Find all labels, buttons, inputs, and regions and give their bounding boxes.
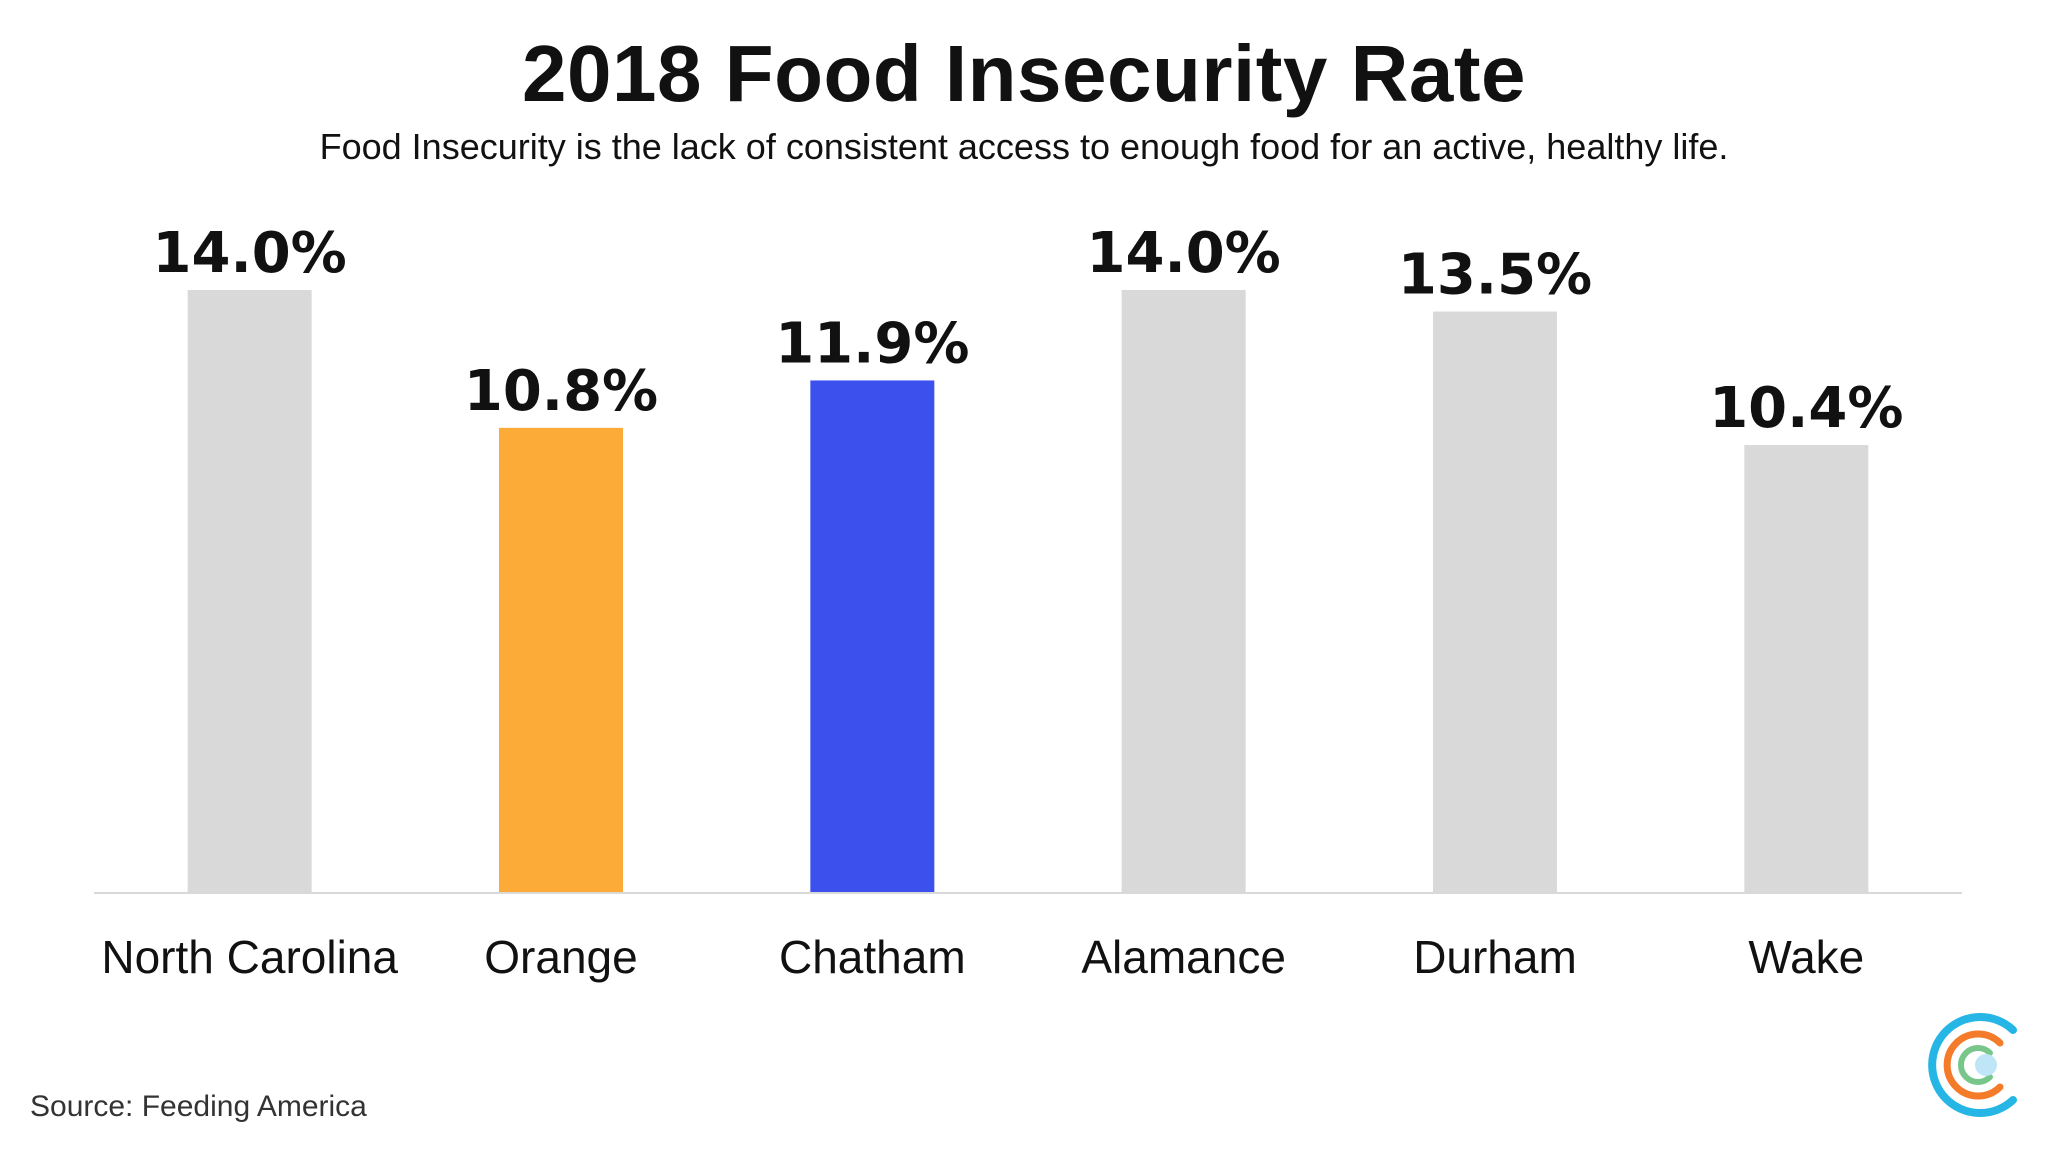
data-label: 14.0% xyxy=(153,221,347,286)
chart-title: 2018 Food Insecurity Rate xyxy=(522,29,1526,118)
bar-chart: 14.0% North Carolina 10.8% Orange 11.9% Chath… xyxy=(94,221,1962,983)
data-label: 14.0% xyxy=(1087,221,1281,286)
logo-outer-arc xyxy=(1928,1013,2017,1117)
data-label: 11.9% xyxy=(775,311,969,376)
bar-orange xyxy=(499,427,623,893)
x-tick-label: Orange xyxy=(484,931,637,983)
data-label: 13.5% xyxy=(1398,243,1592,308)
labels-group: 14.0% North Carolina 10.8% Orange 11.9% Chath… xyxy=(101,221,1903,983)
x-tick-label: Alamance xyxy=(1081,931,1286,983)
x-tick-label: North Carolina xyxy=(101,931,398,983)
data-label: 10.4% xyxy=(1709,376,1903,441)
bar-north-carolina xyxy=(187,290,312,893)
data-label: 10.8% xyxy=(464,359,658,424)
logo-inner-arc xyxy=(1957,1045,1993,1085)
x-tick-label: Wake xyxy=(1748,931,1864,983)
bar-alamance xyxy=(1121,290,1246,893)
x-tick-label: Durham xyxy=(1413,931,1577,983)
bar-wake xyxy=(1744,445,1869,893)
logo-center-dot xyxy=(1975,1054,1997,1076)
x-tick-label: Chatham xyxy=(779,931,966,983)
chart-subtitle: Food Insecurity is the lack of consisten… xyxy=(319,126,1729,167)
bars-group xyxy=(187,290,1869,893)
bar-durham xyxy=(1433,311,1557,893)
circular-logo-icon xyxy=(1928,1013,2017,1117)
bar-chatham xyxy=(810,380,935,893)
source-note: Source: Feeding America xyxy=(30,1090,367,1123)
logo-middle-arc xyxy=(1943,1030,2004,1100)
